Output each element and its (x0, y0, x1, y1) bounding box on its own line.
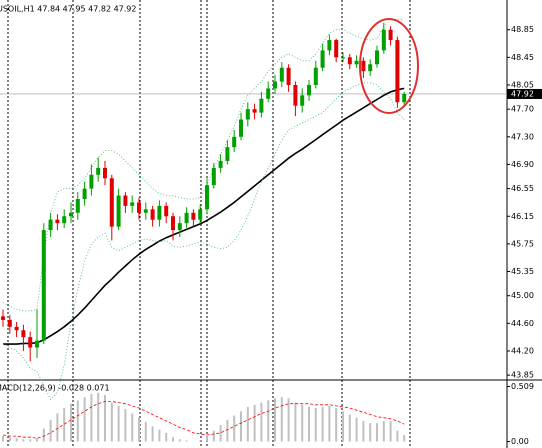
candle-body (150, 209, 155, 220)
candle-body (41, 230, 46, 341)
candle-body (184, 212, 189, 224)
candle-body (69, 212, 73, 217)
candle-body (28, 337, 33, 348)
candle-body (395, 40, 400, 103)
candle-body (21, 330, 26, 338)
chart-title: USOIL,H1 47.84 47.95 47.82 47.92 (0, 5, 136, 14)
candle-body (35, 340, 39, 348)
candle-body (14, 326, 19, 331)
candle-body (286, 67, 291, 85)
candle-body (143, 209, 148, 213)
candle-body (361, 60, 366, 72)
candle-body (300, 95, 305, 106)
candle-body (96, 167, 101, 175)
candle-body (375, 50, 379, 65)
candle-body (218, 160, 223, 168)
candle-body (198, 209, 203, 220)
candle-body (109, 178, 114, 227)
candle-body (1, 316, 5, 320)
candle-body (293, 84, 298, 106)
candle-body (205, 185, 209, 210)
y-tick-label: 45.75 (511, 239, 534, 248)
y-tick-label: 44.20 (511, 346, 534, 355)
y-tick-label: 45.35 (511, 267, 534, 276)
candle-body (7, 319, 12, 327)
highlight-circle (359, 18, 419, 114)
y-tick-label: 46.90 (511, 160, 534, 169)
candle-body (259, 98, 264, 113)
y-tick-label: 45.00 (511, 291, 534, 300)
candle-body (347, 57, 352, 65)
candle-body (171, 216, 175, 231)
y-tick-label: 47.30 (511, 132, 534, 141)
candle-body (164, 205, 169, 217)
candle-body (232, 136, 237, 148)
candle-body (354, 60, 359, 65)
candle-body (334, 40, 339, 58)
candle-body (211, 167, 216, 186)
candle-body (55, 219, 60, 224)
candle-body (82, 188, 87, 199)
candle-body (123, 195, 128, 206)
candle-body (48, 219, 53, 231)
candle-body (252, 109, 257, 113)
indicator-line (3, 87, 405, 345)
candle-body (89, 174, 94, 189)
candle-body (341, 57, 345, 59)
candle-body (402, 93, 407, 103)
macd-title: MACD(12,26,9) -0.028 0.071 (0, 384, 110, 393)
candle-body (225, 147, 230, 161)
candle-body (313, 67, 318, 85)
y-tick-label: 47.70 (511, 105, 534, 114)
candle-body (388, 29, 393, 41)
candle-body (245, 109, 250, 120)
candle-body (75, 198, 80, 213)
candle-body (116, 195, 121, 227)
candle-body (279, 67, 284, 82)
candle-body (137, 202, 141, 213)
candle-body (130, 202, 135, 206)
y-tick-label: 0.00 (511, 437, 529, 446)
candle-body (191, 212, 196, 220)
y-tick-label: 44.60 (511, 319, 534, 328)
last-price-tag (507, 88, 542, 99)
candle-body (157, 205, 162, 220)
candle-body (62, 216, 67, 224)
candle-body (103, 167, 107, 179)
candle-body (239, 119, 243, 137)
y-tick-label: 46.15 (511, 212, 534, 221)
candle-body (327, 40, 332, 51)
candle-body (381, 29, 386, 51)
candle-body (320, 50, 325, 68)
indicator-line (2, 82, 405, 400)
indicator-line (2, 18, 405, 312)
y-tick-label: 48.45 (511, 53, 534, 62)
candle-body (273, 81, 277, 89)
candle-body (266, 88, 271, 99)
y-tick-label: 48.05 (511, 80, 534, 89)
candle-body (307, 84, 311, 96)
last-price-label: 47.92 (511, 89, 534, 98)
y-tick-label: 48.85 (511, 25, 534, 34)
signal-line (2, 401, 405, 439)
y-tick-label: 43.85 (511, 371, 534, 380)
candle-body (177, 223, 182, 231)
y-tick-label: 0.509 (511, 382, 534, 391)
y-tick-label: 46.55 (511, 184, 534, 193)
candle-body (368, 64, 373, 72)
